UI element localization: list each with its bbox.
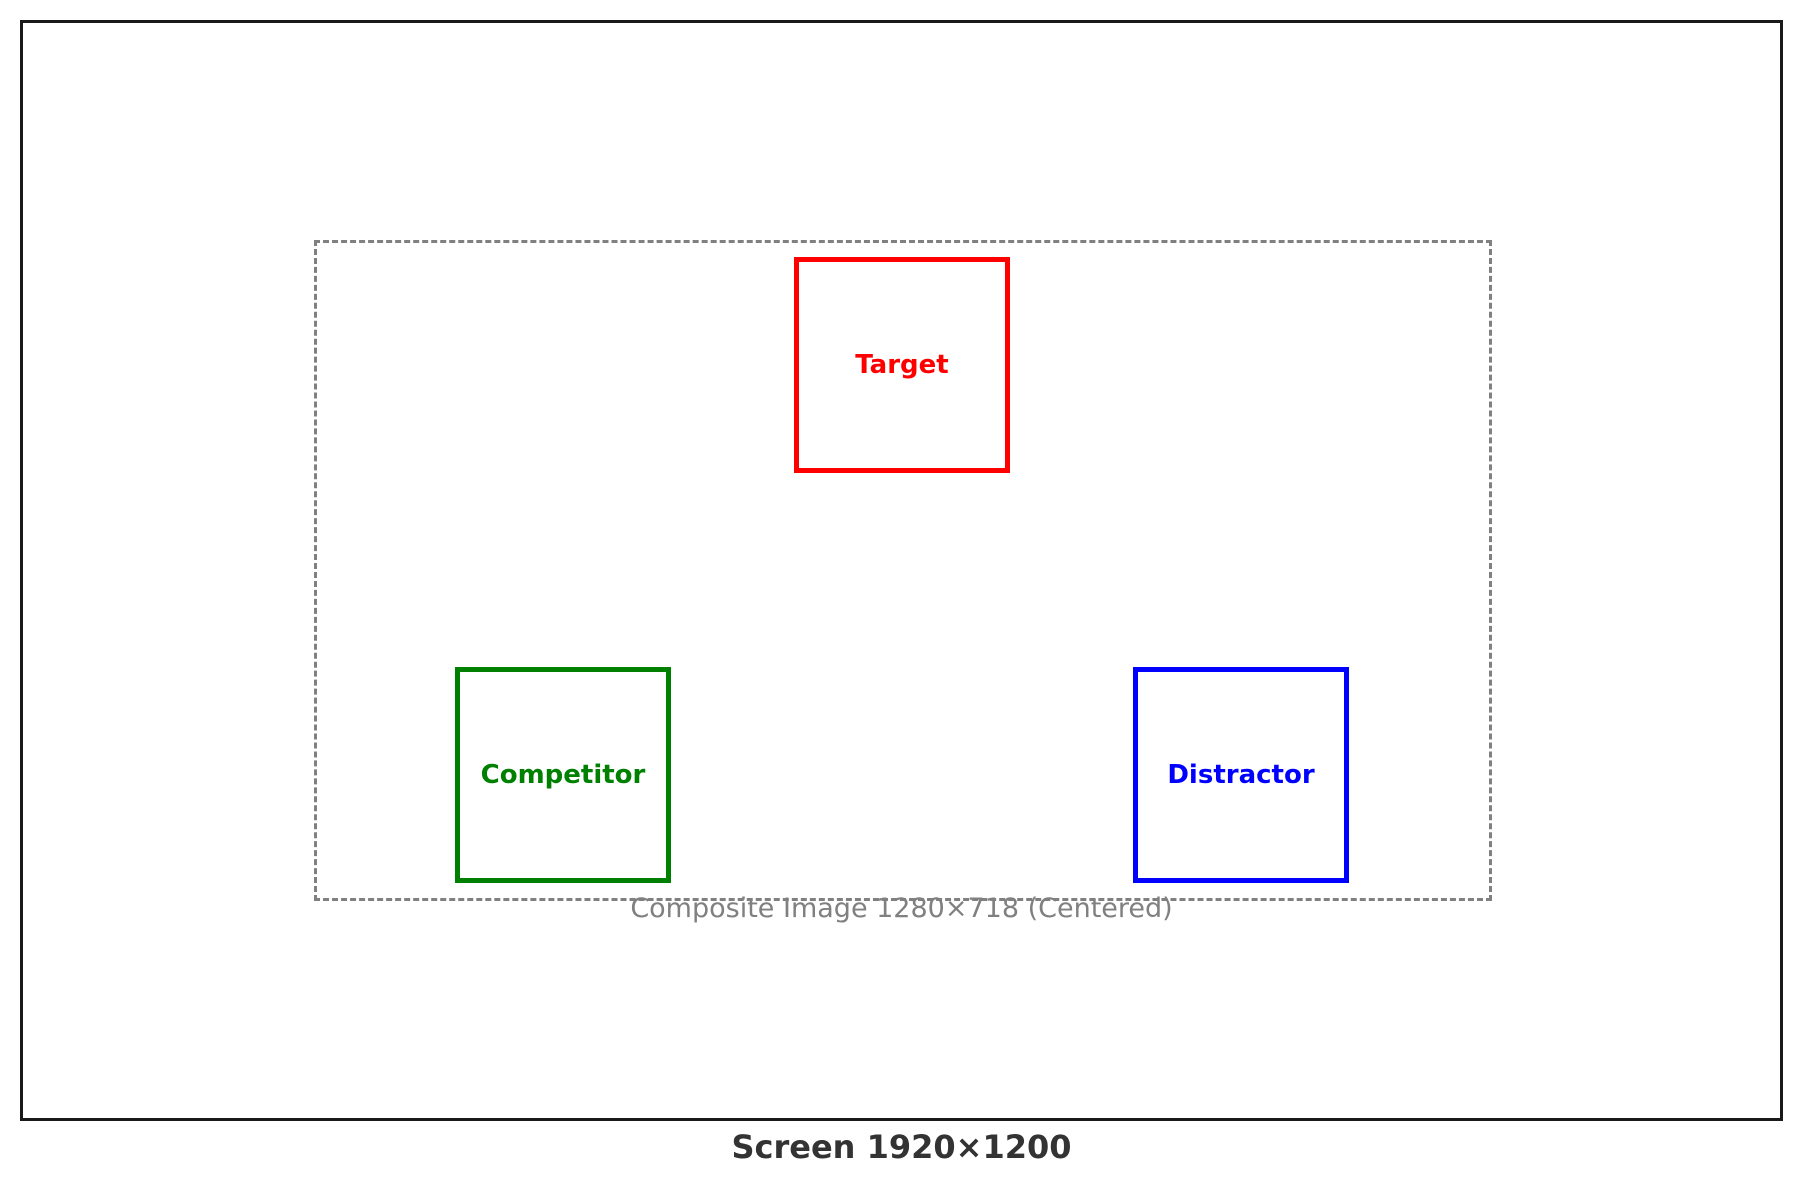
target-label: Target bbox=[855, 350, 949, 380]
composite-image-frame bbox=[314, 240, 1492, 901]
screen-frame bbox=[20, 20, 1783, 1121]
competitor-box: Competitor bbox=[455, 667, 671, 883]
distractor-box: Distractor bbox=[1133, 667, 1349, 883]
competitor-label: Competitor bbox=[480, 760, 646, 790]
distractor-label: Distractor bbox=[1167, 760, 1315, 790]
screen-caption: Screen 1920×1200 bbox=[731, 1128, 1072, 1166]
composite-caption: Composite Image 1280×718 (Centered) bbox=[630, 893, 1173, 924]
target-box: Target bbox=[794, 257, 1010, 473]
